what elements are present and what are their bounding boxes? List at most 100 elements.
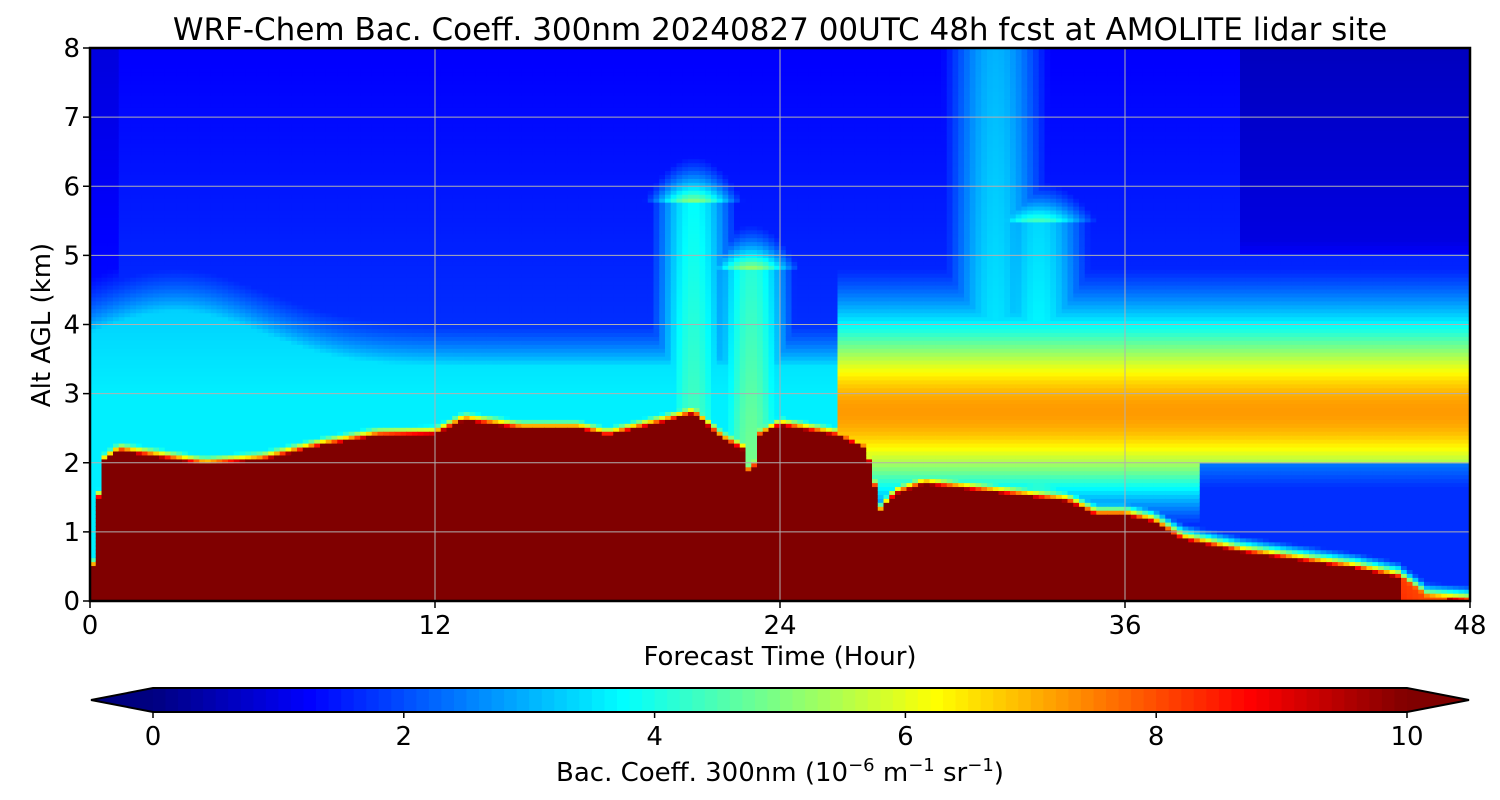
heatmap-cell	[142, 80, 148, 85]
heatmap-cell	[188, 277, 194, 282]
heatmap-cell	[228, 400, 234, 405]
heatmap-cell	[153, 384, 159, 389]
heatmap-cell	[176, 336, 182, 341]
heatmap-cell	[159, 111, 165, 116]
heatmap-cell	[257, 368, 263, 373]
heatmap-cell	[171, 84, 177, 89]
heatmap-cell	[234, 336, 240, 341]
heatmap-cell	[188, 151, 194, 156]
heatmap-cell	[194, 325, 200, 330]
heatmap-cell	[228, 60, 234, 65]
heatmap-cell	[251, 186, 257, 191]
heatmap-cell	[142, 84, 148, 89]
heatmap-cell	[113, 486, 119, 491]
heatmap-cell	[182, 281, 188, 286]
heatmap-cell	[148, 317, 154, 322]
heatmap-cell	[211, 534, 217, 539]
heatmap-cell	[228, 68, 234, 73]
heatmap-cell	[171, 593, 177, 598]
heatmap-cell	[102, 415, 108, 420]
heatmap-cell	[171, 376, 177, 381]
heatmap-cell	[142, 76, 148, 81]
heatmap-cell	[159, 372, 165, 377]
heatmap-cell	[228, 190, 234, 195]
heatmap-cell	[211, 60, 217, 65]
heatmap-cell	[251, 419, 257, 424]
heatmap-cell	[142, 455, 148, 460]
heatmap-cell	[159, 518, 165, 523]
heatmap-cell	[222, 396, 228, 401]
heatmap-cell	[153, 60, 159, 65]
heatmap-cell	[171, 360, 177, 365]
heatmap-cell	[130, 423, 136, 428]
heatmap-cell	[130, 246, 136, 251]
heatmap-cell	[142, 222, 148, 227]
heatmap-cell	[205, 107, 211, 112]
heatmap-cell	[159, 479, 165, 484]
heatmap-cell	[136, 281, 142, 286]
heatmap-cell	[188, 261, 194, 266]
heatmap-cell	[130, 285, 136, 290]
heatmap-cell	[125, 581, 131, 586]
heatmap-cell	[199, 415, 205, 420]
heatmap-cell	[125, 546, 131, 551]
heatmap-cell	[222, 151, 228, 156]
heatmap-cell	[222, 534, 228, 539]
heatmap-cell	[188, 238, 194, 243]
heatmap-cell	[257, 415, 263, 420]
heatmap-cell	[176, 91, 182, 96]
heatmap-cell	[159, 380, 165, 385]
heatmap-cell	[153, 546, 159, 551]
heatmap-cell	[125, 558, 131, 563]
heatmap-cell	[222, 332, 228, 337]
heatmap-cell	[130, 249, 136, 254]
heatmap-cell	[188, 554, 194, 559]
heatmap-cell	[188, 451, 194, 456]
heatmap-cell	[222, 506, 228, 511]
heatmap-cell	[205, 479, 211, 484]
heatmap-cell	[188, 348, 194, 353]
heatmap-cell	[182, 455, 188, 460]
heatmap-cell	[199, 234, 205, 239]
heatmap-cell	[199, 411, 205, 416]
heatmap-cell	[245, 265, 251, 270]
heatmap-cell	[159, 526, 165, 531]
heatmap-cell	[194, 550, 200, 555]
heatmap-cell	[234, 281, 240, 286]
heatmap-cell	[245, 400, 251, 405]
heatmap-cell	[194, 56, 200, 61]
heatmap-cell	[199, 332, 205, 337]
heatmap-cell	[148, 277, 154, 282]
heatmap-cell	[205, 423, 211, 428]
heatmap-cell	[125, 186, 131, 191]
heatmap-cell	[107, 249, 113, 254]
heatmap-cell	[188, 56, 194, 61]
heatmap-cell	[211, 411, 217, 416]
heatmap-cell	[182, 494, 188, 499]
heatmap-cell	[130, 60, 136, 65]
heatmap-cell	[188, 123, 194, 128]
heatmap-cell	[217, 407, 223, 412]
heatmap-cell	[148, 400, 154, 405]
heatmap-cell	[165, 159, 171, 164]
heatmap-cell	[142, 344, 148, 349]
heatmap-cell	[245, 242, 251, 247]
heatmap-cell	[257, 388, 263, 393]
heatmap-cell	[130, 261, 136, 266]
heatmap-cell	[211, 210, 217, 215]
heatmap-cell	[148, 68, 154, 73]
chart-title: WRF-Chem Bac. Coeff. 300nm 20240827 00UT…	[173, 12, 1387, 48]
heatmap-cell	[245, 384, 251, 389]
heatmap-cell	[130, 313, 136, 318]
heatmap-cell	[245, 230, 251, 235]
heatmap-cell	[245, 494, 251, 499]
heatmap-cell	[234, 565, 240, 570]
heatmap-cell	[217, 293, 223, 298]
heatmap-cell	[148, 423, 154, 428]
heatmap-cell	[107, 396, 113, 401]
heatmap-cell	[182, 234, 188, 239]
heatmap-cell	[142, 510, 148, 515]
heatmap-cell	[96, 222, 102, 227]
heatmap-cell	[245, 542, 251, 547]
heatmap-cell	[119, 159, 125, 164]
